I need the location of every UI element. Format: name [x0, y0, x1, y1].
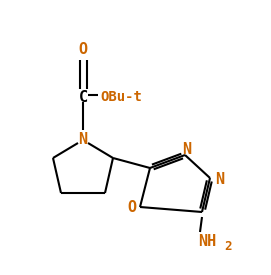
Text: OBu-t: OBu-t — [100, 90, 142, 104]
Text: C: C — [78, 89, 88, 104]
Text: O: O — [78, 42, 88, 56]
Text: NH: NH — [198, 235, 216, 249]
Text: O: O — [127, 200, 137, 216]
Text: N: N — [182, 142, 192, 158]
Text: N: N — [215, 172, 225, 186]
Text: 2: 2 — [224, 241, 231, 254]
Text: N: N — [78, 131, 88, 147]
